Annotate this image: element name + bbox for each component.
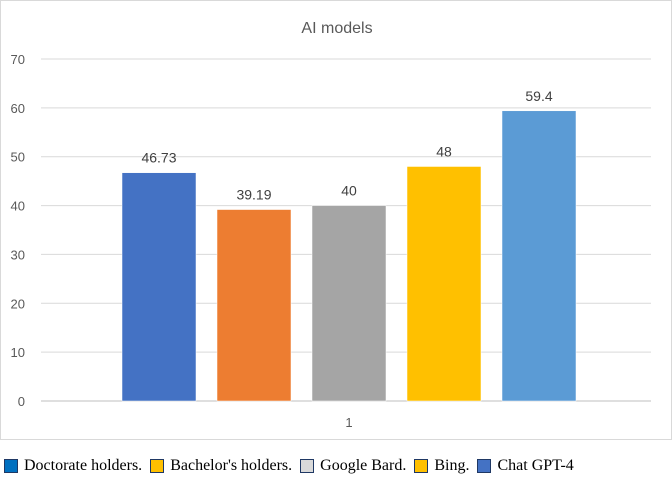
y-tick-label: 70 (11, 52, 25, 67)
bar (406, 166, 482, 402)
y-tick-label: 0 (18, 394, 25, 409)
bars (121, 110, 577, 402)
bar (311, 205, 387, 402)
legend-swatch (477, 459, 492, 473)
chart-area: AI models 0 10 20 30 40 50 60 70 46.73 39.19 40 48… (0, 0, 672, 440)
legend-item: Chat GPT-4 (477, 457, 574, 475)
bar (216, 209, 292, 402)
data-label: 40 (341, 183, 357, 199)
chart-title: AI models (301, 20, 372, 37)
y-tick-label: 40 (11, 199, 25, 214)
data-label: 39.19 (236, 187, 271, 203)
data-labels: 46.73 39.19 40 48 59.4 (141, 88, 552, 203)
legend-item: Google Bard. (300, 457, 406, 475)
data-label: 46.73 (141, 150, 176, 166)
legend-swatch (300, 459, 315, 473)
legend-item: Bing. (414, 457, 469, 475)
x-tick-label: 1 (345, 415, 352, 430)
legend-label: Chat GPT-4 (497, 457, 574, 474)
legend-swatch (150, 459, 165, 473)
bar (121, 172, 197, 402)
y-tick-label: 20 (11, 296, 25, 311)
y-tick-label: 50 (11, 150, 25, 165)
bar (501, 110, 577, 402)
data-label: 59.4 (525, 88, 552, 104)
legend-label: Doctorate holders. (24, 457, 143, 474)
legend-swatch (414, 459, 429, 473)
legend: Doctorate holders. Bachelor's holders. Goo… (0, 452, 672, 480)
y-tick-label: 10 (11, 345, 25, 360)
y-tick-label: 60 (11, 101, 25, 116)
bar-chart: AI models 0 10 20 30 40 50 60 70 46.73 39.19 40 48… (11, 20, 651, 430)
legend-label: Google Bard. (320, 457, 407, 474)
y-axis-tick-labels: 0 10 20 30 40 50 60 70 (11, 52, 25, 409)
data-label: 48 (436, 143, 452, 159)
y-tick-label: 30 (11, 247, 25, 262)
x-axis-tick-labels: 1 (345, 415, 352, 430)
legend-label: Bing. (434, 457, 470, 474)
legend-swatch (4, 459, 18, 473)
legend-item: Doctorate holders. (4, 457, 142, 475)
legend-item: Bachelor's holders. (150, 457, 292, 475)
legend-label: Bachelor's holders. (170, 457, 293, 474)
